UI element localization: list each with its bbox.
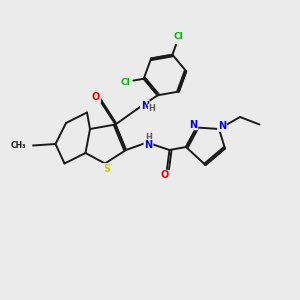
Text: N: N	[189, 119, 198, 130]
Text: Cl: Cl	[174, 32, 184, 41]
Text: CH₃: CH₃	[11, 141, 26, 150]
Text: H: H	[145, 133, 152, 142]
Text: Cl: Cl	[120, 77, 130, 86]
Text: N: N	[141, 101, 149, 111]
Text: O: O	[92, 92, 100, 103]
Text: S: S	[103, 164, 110, 174]
Text: H: H	[149, 104, 155, 113]
Text: N: N	[218, 121, 226, 131]
Text: O: O	[161, 170, 169, 181]
Text: N: N	[144, 140, 153, 150]
